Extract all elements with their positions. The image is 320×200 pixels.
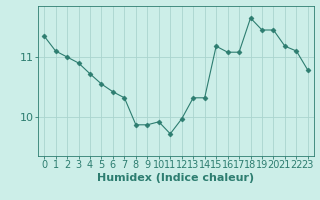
X-axis label: Humidex (Indice chaleur): Humidex (Indice chaleur)	[97, 173, 255, 183]
